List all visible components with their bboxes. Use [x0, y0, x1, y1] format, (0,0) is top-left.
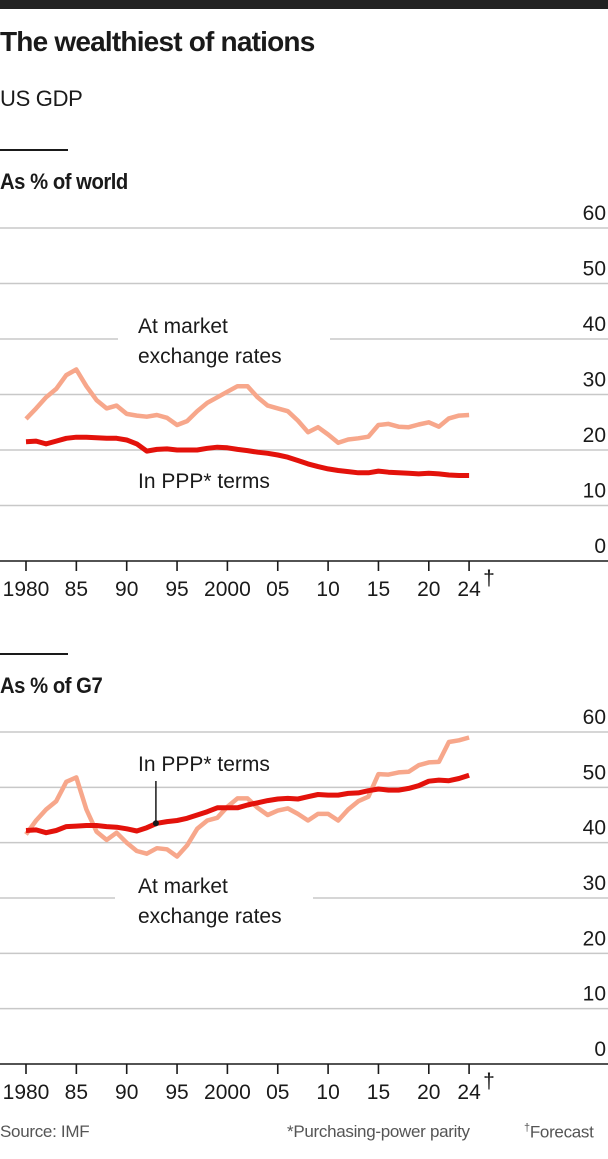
source-note: Source: IMF [0, 1122, 90, 1141]
x-tick-label: 85 [65, 1081, 88, 1104]
panel-1-rule [0, 149, 68, 151]
forecast-footnote-label: Forecast [529, 1122, 594, 1142]
x-tick-label: 05 [266, 1081, 289, 1104]
x-tick-label: 20 [417, 1081, 440, 1104]
series-line-market [24, 735, 470, 859]
series-label-market: exchange rates [138, 905, 282, 928]
panel-2-rule [0, 653, 68, 655]
x-tick-label: 1980 [3, 578, 50, 600]
ppp-footnote: *Purchasing-power parity [287, 1122, 470, 1141]
y-tick-label: 60 [583, 706, 606, 729]
forecast-footnote: †Forecast [524, 1122, 594, 1143]
series-label-market: exchange rates [138, 345, 282, 368]
y-tick-label: 60 [583, 202, 606, 225]
series-label-market: At market [138, 315, 228, 338]
x-tick-label: 90 [115, 578, 138, 600]
y-tick-label: 30 [583, 369, 606, 392]
top-bar [0, 0, 608, 9]
y-tick-label: 20 [583, 424, 606, 447]
series-line-market [24, 367, 470, 446]
panel-2-title: As % of G7 [0, 673, 103, 698]
y-tick-label: 40 [583, 313, 606, 336]
x-tick-label: 95 [165, 578, 188, 600]
x-tick-label: 1980 [3, 1081, 50, 1104]
y-tick-label: 50 [583, 761, 606, 784]
x-tick-label: 2000 [204, 578, 251, 600]
leader-dot [152, 820, 159, 827]
x-tick-label: 20 [417, 578, 440, 600]
x-tick-label: 15 [367, 1081, 390, 1104]
dagger-mark: † [524, 1122, 530, 1134]
y-tick-label: 0 [594, 535, 606, 558]
x-tick-label: 24 [457, 578, 481, 600]
chart-world: 0 10 20 30 40 50 60 1980 85 90 95 2000 05 10 15 20 24 † At… [0, 202, 608, 600]
y-tick-label: 0 [594, 1038, 606, 1061]
chart-title: The wealthiest of nations [0, 26, 315, 57]
series-label-market: At market [138, 875, 228, 898]
y-tick-label: 40 [583, 817, 606, 840]
x-tick-label: 90 [115, 1081, 138, 1104]
x-tick-label: 24 [457, 1081, 481, 1104]
x-tick-label: 05 [266, 578, 289, 600]
series-label-ppp: In PPP* terms [138, 470, 270, 493]
label-mask [118, 336, 330, 342]
x-tick-label: 95 [165, 1081, 188, 1104]
series-label-ppp: In PPP* terms [138, 753, 270, 776]
y-tick-label: 20 [583, 927, 606, 950]
y-tick-label: 50 [583, 258, 606, 281]
y-tick-label: 10 [583, 480, 606, 503]
forecast-mark: † [483, 567, 495, 590]
series-line-ppp [25, 772, 470, 836]
x-tick-label: 10 [316, 1081, 339, 1104]
y-tick-label: 10 [583, 983, 606, 1006]
y-tick-label: 30 [583, 872, 606, 895]
x-tick-label: 85 [65, 578, 88, 600]
x-tick-label: 10 [316, 578, 339, 600]
chart-g7: 0 10 20 30 40 50 60 1980 85 90 95 2000 05 10 15 20 24 † In… [0, 706, 608, 1104]
chart-subtitle: US GDP [0, 86, 83, 111]
label-mask [115, 895, 313, 901]
forecast-mark: † [483, 1070, 495, 1093]
series-line-ppp [25, 434, 470, 478]
x-tick-label: 2000 [204, 1081, 251, 1104]
x-tick-label: 15 [367, 578, 390, 600]
panel-1-title: As % of world [0, 169, 128, 194]
